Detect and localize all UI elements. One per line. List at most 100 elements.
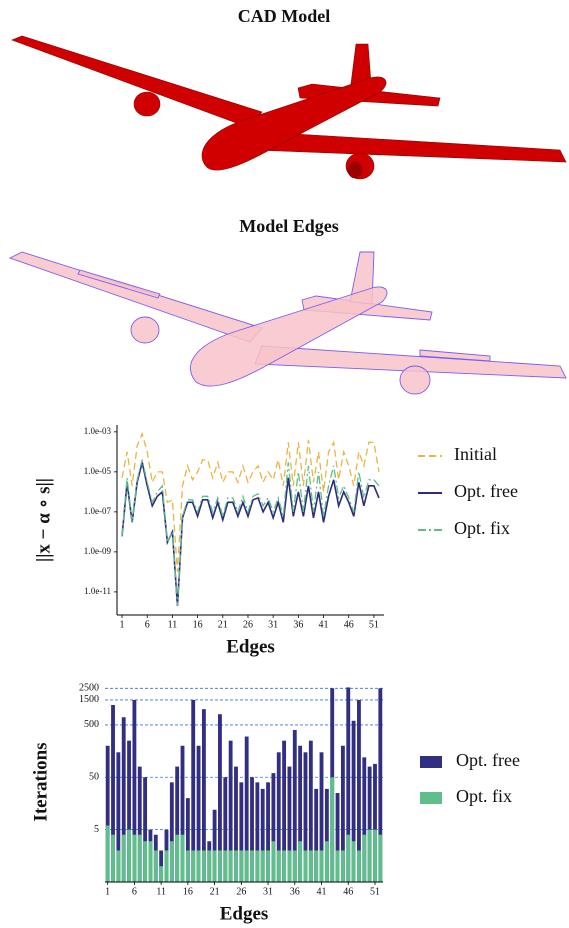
- bar: [191, 850, 195, 882]
- bar: [149, 841, 153, 882]
- bar: [245, 850, 249, 882]
- y-axis-label: Iterations: [30, 742, 51, 821]
- left-wing: [12, 36, 262, 128]
- x-tick-label: 6: [132, 886, 137, 897]
- panel-title: CAD Model: [238, 6, 331, 26]
- x-tick-label: 16: [193, 619, 203, 630]
- bar: [298, 841, 302, 882]
- bar: [271, 841, 275, 882]
- bar: [320, 850, 324, 882]
- y-axis-label: ||x − α ∘ s||: [33, 478, 54, 562]
- y-tick-label: 1500: [79, 694, 99, 705]
- x-tick-label: 11: [168, 619, 178, 630]
- bar: [132, 835, 136, 882]
- bar: [352, 841, 356, 882]
- bar: [368, 830, 372, 882]
- x-tick-label: 26: [236, 886, 246, 897]
- y-tick-label: 50: [89, 772, 99, 783]
- left-engine: [134, 92, 160, 116]
- x-tick-label: 6: [145, 619, 150, 630]
- bar: [165, 850, 169, 882]
- y-tick-label: 1.0e-07: [84, 506, 112, 516]
- bar: [362, 835, 366, 882]
- fuselage: [190, 287, 386, 386]
- bar: [309, 850, 313, 882]
- x-tick-label: 36: [290, 886, 300, 897]
- bar: [159, 866, 163, 882]
- x-tick-label: 51: [370, 886, 380, 897]
- bar: [373, 830, 377, 882]
- legend-label: Opt. fix: [454, 518, 510, 538]
- x-tick-label: 46: [344, 619, 354, 630]
- x-tick-label: 46: [343, 886, 353, 897]
- x-tick-label: 11: [156, 886, 166, 897]
- bar: [314, 850, 318, 882]
- engine-intake: [348, 162, 362, 178]
- x-tick-label: 41: [317, 886, 327, 897]
- figure: CAD Model Model Edges 1.0e-11 1.0e-09 1.0e…: [0, 0, 569, 928]
- bar: [288, 850, 292, 882]
- bar: [378, 835, 382, 882]
- bar: [293, 850, 297, 882]
- bar: [143, 841, 147, 882]
- bar: [341, 850, 345, 882]
- bar: [250, 850, 254, 882]
- bar: [213, 850, 217, 882]
- x-axis-label: Edges: [226, 636, 275, 657]
- bar: [357, 850, 361, 882]
- panel-title: Model Edges: [239, 216, 339, 236]
- legend-swatch: [420, 792, 442, 804]
- y-tick-label: 500: [84, 719, 99, 730]
- x-tick-label: 31: [268, 619, 278, 630]
- legend-label: Initial: [454, 444, 497, 464]
- y-tick-label: 1.0e-05: [84, 466, 112, 476]
- bar: [170, 841, 174, 882]
- bar: [277, 850, 281, 882]
- bar: [186, 850, 190, 882]
- bar: [106, 825, 110, 882]
- y-tick-label: 1.0e-11: [84, 586, 111, 596]
- y-tick-label: 2500: [79, 683, 99, 694]
- x-axis-label: Edges: [220, 903, 269, 924]
- legend-label: Opt. fix: [456, 786, 512, 806]
- bar: [202, 850, 206, 882]
- bar: [325, 841, 329, 882]
- bar: [138, 835, 142, 882]
- bar: [207, 850, 211, 882]
- x-tick-label: 16: [183, 886, 193, 897]
- right-wing: [255, 132, 566, 162]
- bar: [127, 830, 131, 882]
- bar: [154, 850, 158, 882]
- legend-swatch: [420, 756, 442, 768]
- cad-airplane: [12, 36, 566, 179]
- bar: [336, 850, 340, 882]
- bar: [111, 835, 115, 882]
- bar: [330, 777, 334, 882]
- bar: [175, 835, 179, 882]
- edges-airplane: [10, 252, 566, 394]
- y-tick-label: 1.0e-03: [84, 426, 112, 436]
- x-tick-label: 31: [263, 886, 273, 897]
- bar: [304, 850, 308, 882]
- bar: [181, 835, 185, 882]
- bar: [266, 850, 270, 882]
- y-tick-label: 5: [94, 824, 99, 835]
- bar: [261, 850, 265, 882]
- bar: [234, 850, 238, 882]
- bar: [346, 835, 350, 882]
- right-engine: [400, 366, 430, 394]
- y-tick-label: 1.0e-09: [84, 546, 112, 556]
- bar: [229, 850, 233, 882]
- x-tick-label: 26: [243, 619, 253, 630]
- bar: [223, 850, 227, 882]
- x-tick-label: 41: [319, 619, 329, 630]
- data-line: [122, 462, 379, 606]
- x-tick-label: 1: [120, 619, 125, 630]
- bar: [116, 850, 120, 882]
- bar: [122, 835, 126, 882]
- x-tick-label: 36: [293, 619, 303, 630]
- x-tick-label: 21: [210, 886, 220, 897]
- legend-label: Opt. free: [456, 750, 520, 770]
- bar: [255, 850, 259, 882]
- bar: [239, 850, 243, 882]
